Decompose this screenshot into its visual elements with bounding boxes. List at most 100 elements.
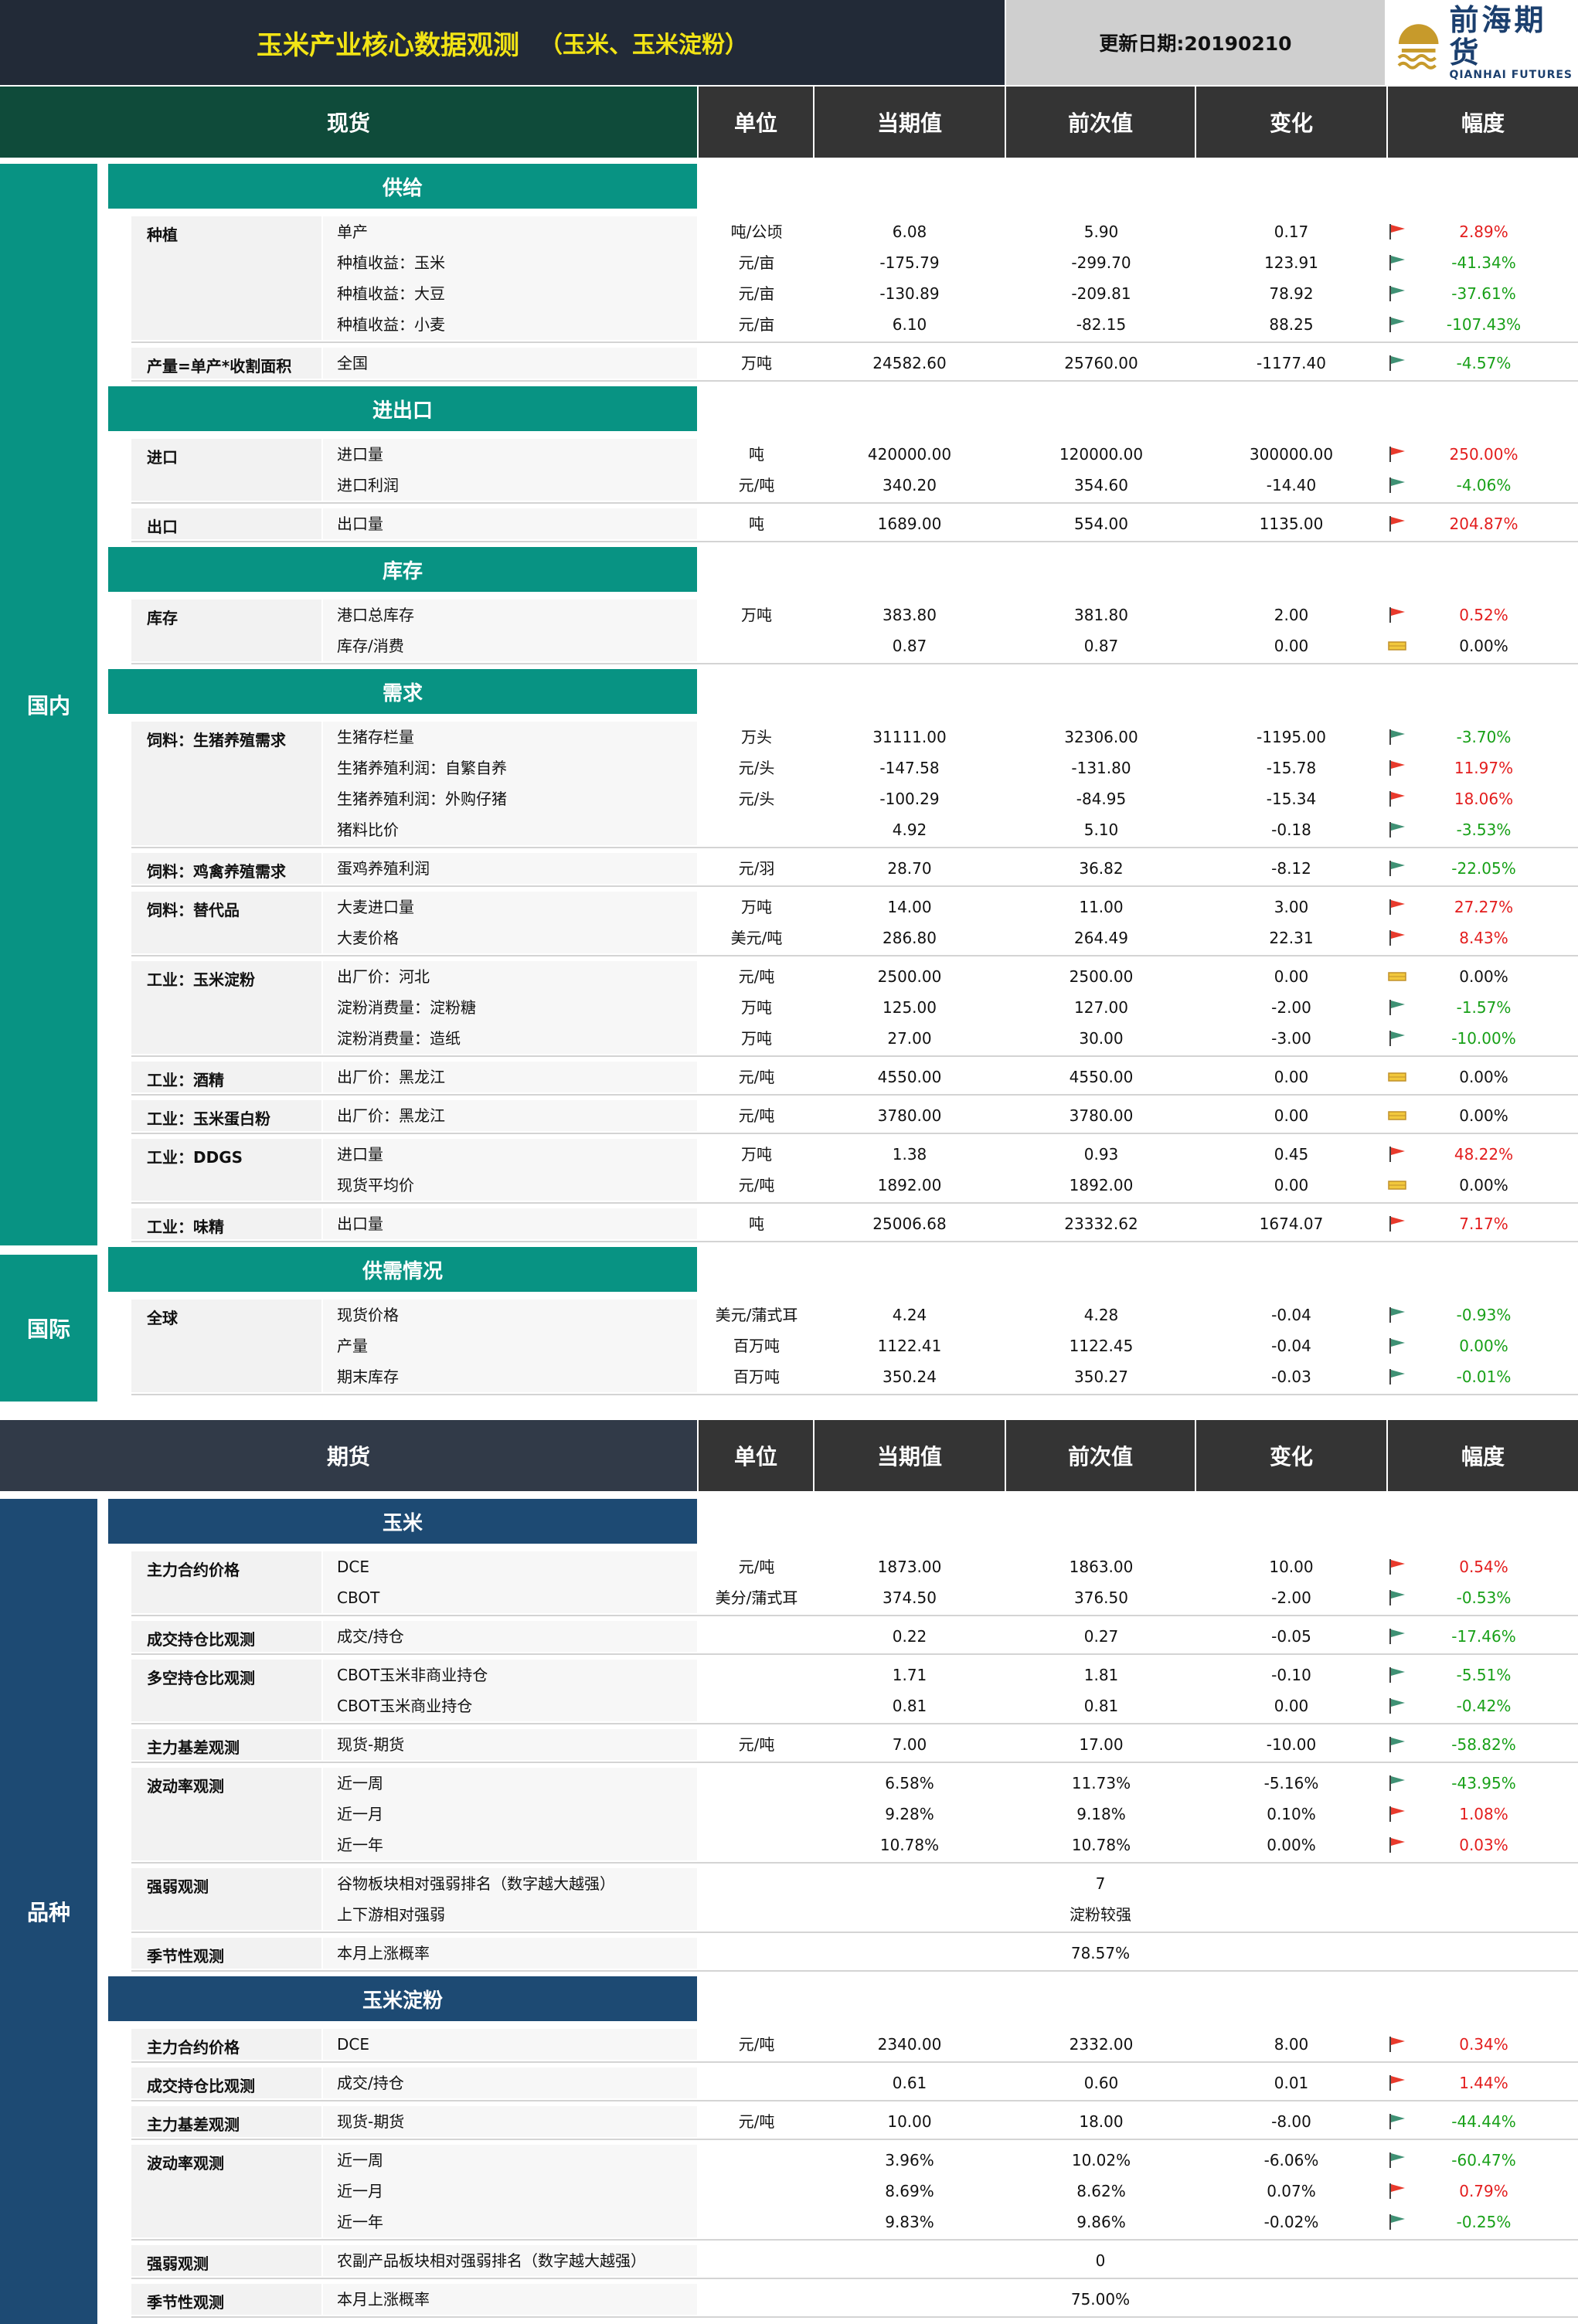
row-separator — [131, 1241, 1578, 1242]
item-column-bg — [323, 348, 697, 379]
row-item-label: 种植收益：大豆 — [337, 284, 445, 303]
row-item-label: CBOT玉米商业持仓 — [337, 1697, 473, 1715]
row-previous-value: 5.90 — [1083, 223, 1119, 241]
green-flag-icon — [1388, 1690, 1406, 1721]
row-previous-value: -82.15 — [1076, 315, 1127, 334]
row-separator — [131, 1932, 1578, 1933]
row-unit — [699, 2207, 815, 2237]
row-pct-change: -44.44% — [1451, 2112, 1516, 2131]
row-previous-value: 0.81 — [1083, 1697, 1119, 1715]
category-header: 供给 — [108, 164, 697, 209]
row-pct-change: 0.52% — [1459, 606, 1508, 624]
item-column-bg — [323, 2067, 697, 2098]
row-separator — [131, 2239, 1578, 2241]
side-label-domestic: 国内 — [0, 164, 97, 1245]
group-label: 主力合约价格 — [131, 2029, 321, 2060]
green-flag-icon — [1388, 1330, 1406, 1361]
row-pct-change: 0.00% — [1459, 1337, 1508, 1355]
row-current-value: 2500.00 — [877, 967, 942, 986]
row-pct-change: 8.43% — [1459, 929, 1508, 947]
row-item-label: 近一年 — [337, 1836, 383, 1854]
col-header-previous: 前次值 — [1006, 1420, 1195, 1491]
row-item-label: 现货-期货 — [337, 2112, 405, 2131]
row-previous-value: 25760.00 — [1064, 354, 1138, 372]
green-flag-icon — [1388, 1582, 1406, 1613]
item-column-bg — [323, 1621, 697, 1652]
row-merged-value: 0 — [1095, 2251, 1106, 2270]
col-header-change: 变化 — [1196, 87, 1386, 158]
category-header: 需求 — [108, 669, 697, 714]
green-flag-icon — [1388, 2145, 1406, 2176]
item-column-bg — [323, 1938, 697, 1969]
row-current-value: 7.00 — [892, 1735, 927, 1754]
group-label: 主力基差观测 — [131, 1729, 321, 1760]
row-item-label: 大麦进口量 — [337, 898, 414, 916]
green-flag-icon — [1388, 1361, 1406, 1392]
row-change-value: -15.34 — [1266, 790, 1317, 808]
row-separator — [131, 502, 1578, 504]
row-current-value: 6.58% — [885, 1774, 934, 1792]
row-unit: 万头 — [741, 728, 772, 746]
green-flag-icon — [1388, 814, 1406, 845]
row-unit: 元/亩 — [738, 315, 775, 334]
row-item-label: 大麦价格 — [337, 929, 399, 947]
row-change-value: 0.10% — [1267, 1805, 1316, 1823]
item-column-bg — [323, 439, 697, 501]
row-unit — [699, 1690, 815, 1721]
row-item-label: 进口量 — [337, 445, 383, 464]
item-column-bg — [323, 2284, 697, 2315]
green-flag-icon — [1388, 278, 1406, 309]
row-change-value: -0.02% — [1263, 2213, 1319, 2231]
row-change-value: 1674.07 — [1259, 1215, 1324, 1233]
row-current-value: 28.70 — [887, 859, 932, 878]
row-item-label: 本月上涨概率 — [337, 2290, 430, 2309]
row-pct-change: 0.79% — [1459, 2182, 1508, 2200]
row-pct-change: -22.05% — [1451, 859, 1516, 878]
row-pct-change: 0.03% — [1459, 1836, 1508, 1854]
red-flag-icon — [1388, 1208, 1406, 1239]
spot-section-title: 现货 — [0, 87, 697, 158]
row-separator — [131, 541, 1578, 542]
item-column-bg — [323, 2106, 697, 2137]
group-label: 强弱观测 — [131, 2245, 321, 2276]
row-item-label: 出厂价：河北 — [337, 967, 430, 986]
row-current-value: -147.58 — [879, 759, 940, 777]
row-item-label: 出厂价：黑龙江 — [337, 1106, 445, 1125]
row-unit: 美分/蒲式耳 — [715, 1588, 798, 1607]
row-change-value: -2.00 — [1271, 998, 1311, 1017]
row-pct-change: -4.06% — [1456, 476, 1512, 494]
row-current-value: 374.50 — [883, 1588, 937, 1607]
row-previous-value: 0.60 — [1083, 2074, 1119, 2092]
green-flag-icon — [1388, 1300, 1406, 1330]
group-label: 工业：玉米淀粉 — [131, 961, 321, 1054]
row-unit: 元/吨 — [738, 476, 775, 494]
red-flag-icon — [1388, 600, 1406, 630]
row-change-value: 78.92 — [1269, 284, 1314, 303]
item-column-bg — [323, 1868, 697, 1930]
row-unit — [699, 2176, 815, 2207]
green-flag-icon — [1388, 992, 1406, 1023]
row-pct-change: -3.53% — [1456, 821, 1512, 839]
row-separator — [131, 1762, 1578, 1763]
row-previous-value: 9.86% — [1076, 2213, 1126, 2231]
row-previous-value: 23332.62 — [1064, 1215, 1138, 1233]
group-label: 强弱观测 — [131, 1868, 321, 1930]
row-item-label: 淀粉消费量：造纸 — [337, 1029, 461, 1048]
group-label: 工业：酒精 — [131, 1062, 321, 1092]
item-column-bg — [323, 722, 697, 845]
row-change-value: -3.00 — [1271, 1029, 1311, 1048]
row-change-value: -8.00 — [1271, 2112, 1311, 2131]
row-unit: 元/羽 — [738, 859, 775, 878]
row-current-value: 1.38 — [892, 1145, 927, 1164]
row-previous-value: 554.00 — [1074, 515, 1128, 533]
row-pct-change: -0.93% — [1456, 1306, 1512, 1324]
flat-bar-icon — [1388, 1170, 1406, 1201]
row-pct-change: -41.34% — [1451, 253, 1516, 272]
row-item-label: 农副产品板块相对强弱排名（数字越大越强） — [337, 2251, 646, 2270]
row-change-value: -2.00 — [1271, 1588, 1311, 1607]
item-column-bg — [323, 1062, 697, 1092]
row-separator — [131, 1615, 1578, 1616]
group-label: 饲料：替代品 — [131, 892, 321, 953]
side-label-variety: 品种 — [0, 1499, 97, 2324]
row-item-label: CBOT玉米非商业持仓 — [337, 1666, 488, 1684]
